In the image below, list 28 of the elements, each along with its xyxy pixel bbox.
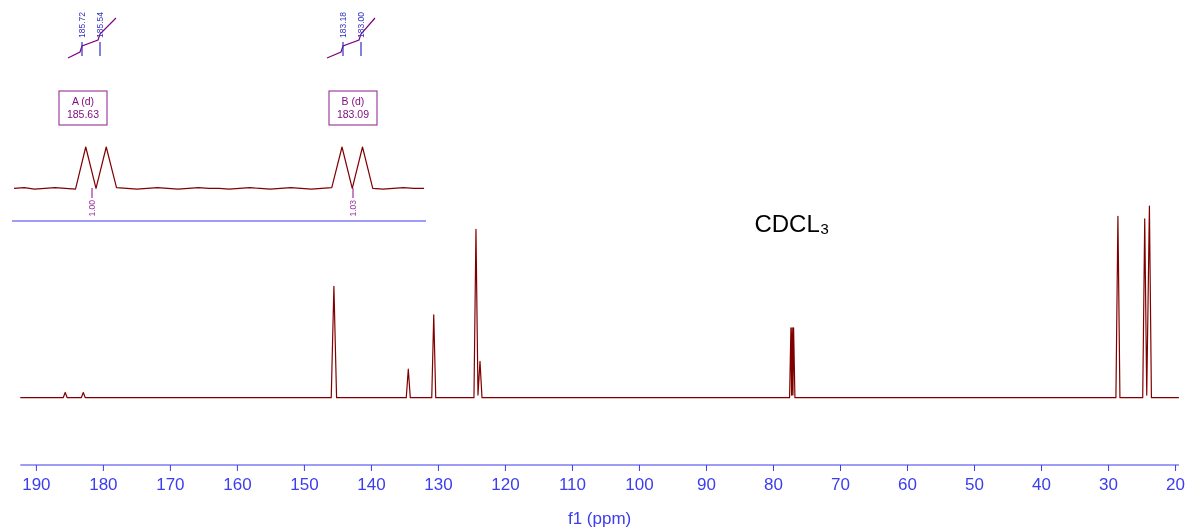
x-tick-label: 50 <box>965 475 984 494</box>
x-tick-label: 100 <box>625 475 654 494</box>
text: 183.18 <box>338 11 348 38</box>
x-tick-label: 90 <box>697 475 716 494</box>
x-tick-label: 20 <box>1166 475 1186 494</box>
annotation: CDCL₃ <box>754 210 830 237</box>
x-tick-label: 30 <box>1099 475 1118 494</box>
x-tick-label: 130 <box>424 475 453 494</box>
x-tick-label: 150 <box>290 475 319 494</box>
text: 185.72 <box>77 11 87 38</box>
annotation: 1.03 <box>348 199 358 217</box>
x-tick-label: 180 <box>89 475 118 494</box>
x-tick-label: 40 <box>1032 475 1051 494</box>
text: 183.00 <box>356 11 366 38</box>
x-axis-title: f1 (ppm) <box>567 509 632 528</box>
annotation: 1.00 <box>87 199 97 217</box>
text: 185.54 <box>95 11 105 38</box>
x-tick-label: 120 <box>491 475 520 494</box>
x-tick-label: 110 <box>558 475 587 494</box>
text: A (d) 185.63 <box>66 95 100 120</box>
x-tick-label: 60 <box>898 475 917 494</box>
x-tick-label: 80 <box>764 475 783 494</box>
x-tick-label: 140 <box>357 475 386 494</box>
x-tick-label: 70 <box>831 475 850 494</box>
x-tick-label: 160 <box>223 475 252 494</box>
x-tick-label: 190 <box>22 475 51 494</box>
x-tick-label: 170 <box>156 475 185 494</box>
text: B (d) 183.09 <box>336 95 370 120</box>
